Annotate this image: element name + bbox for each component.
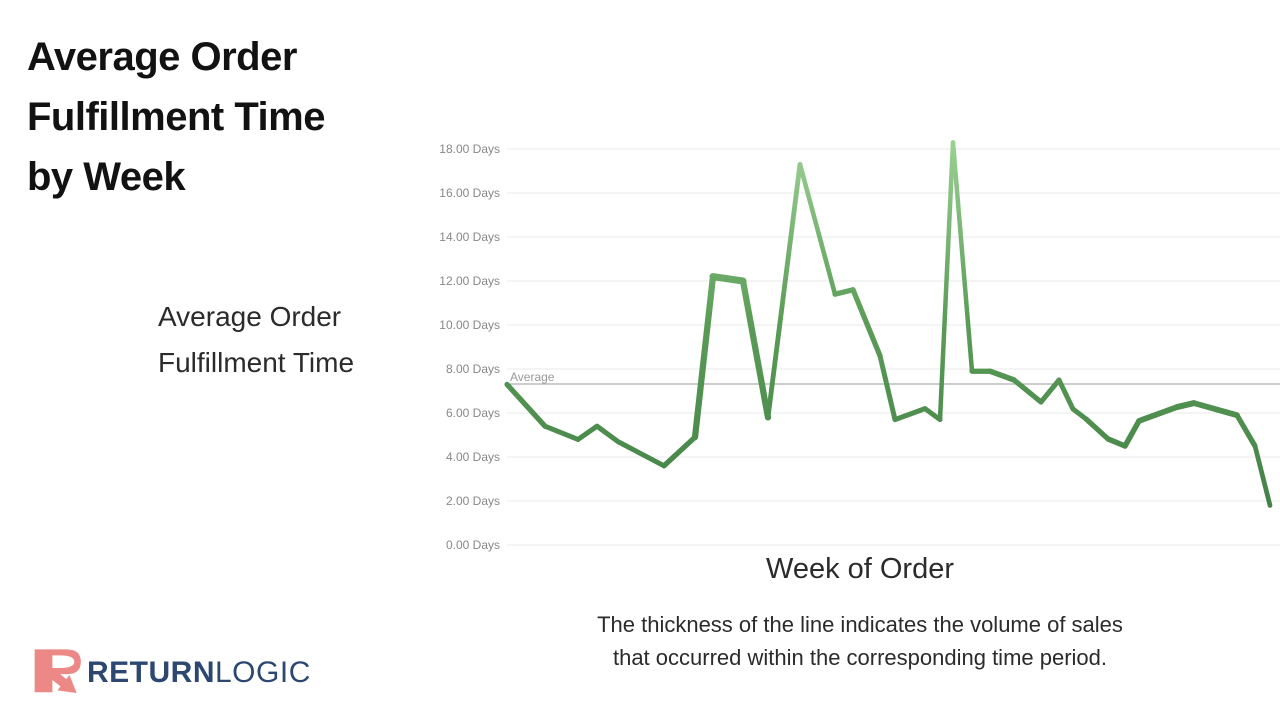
svg-text:14.00 Days: 14.00 Days bbox=[439, 230, 500, 244]
svg-text:10.00 Days: 10.00 Days bbox=[439, 318, 500, 332]
svg-text:8.00 Days: 8.00 Days bbox=[446, 362, 500, 376]
svg-text:Average: Average bbox=[510, 370, 555, 384]
svg-text:0.00 Days: 0.00 Days bbox=[446, 538, 500, 552]
svg-text:2.00 Days: 2.00 Days bbox=[446, 494, 500, 508]
svg-text:4.00 Days: 4.00 Days bbox=[446, 450, 500, 464]
svg-text:16.00 Days: 16.00 Days bbox=[439, 186, 500, 200]
svg-text:12.00 Days: 12.00 Days bbox=[439, 274, 500, 288]
svg-text:6.00 Days: 6.00 Days bbox=[446, 406, 500, 420]
svg-text:18.00 Days: 18.00 Days bbox=[439, 142, 500, 156]
